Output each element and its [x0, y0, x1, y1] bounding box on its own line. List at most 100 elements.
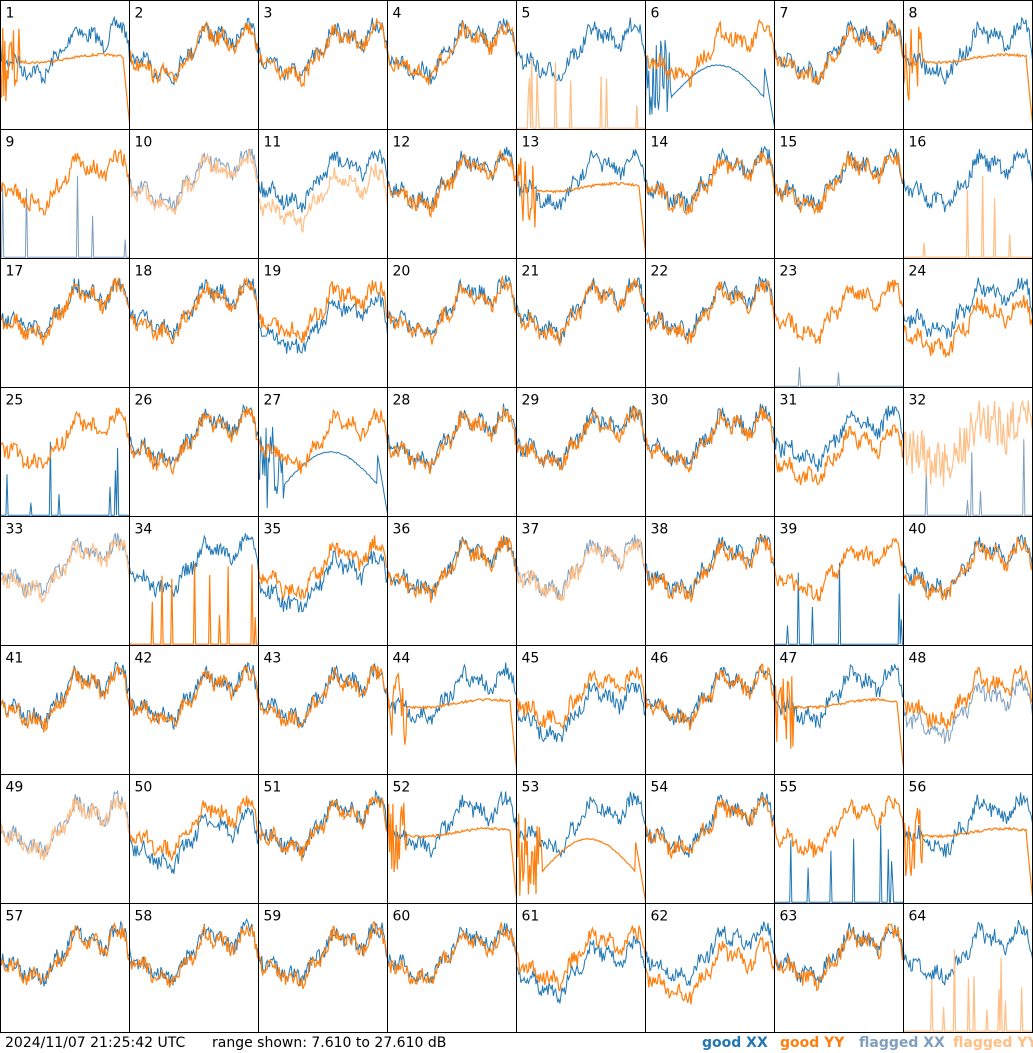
series-yy-23 [774, 279, 904, 344]
series-xx-51 [258, 789, 388, 858]
series-yy-10 [129, 149, 259, 215]
panel-label: 56 [909, 780, 927, 796]
panel-label: 15 [780, 135, 798, 151]
series-xx-35 [258, 550, 388, 613]
panel-label: 26 [135, 393, 153, 409]
series-yy-48 [903, 665, 1033, 730]
series-xx-4 [387, 18, 517, 85]
panel-31: 31 [774, 387, 904, 517]
panel-50: 50 [129, 774, 259, 904]
series-xx-41 [0, 661, 130, 730]
series-xx-26 [129, 403, 259, 468]
panel-25: 25 [0, 387, 130, 517]
panel-label: 9 [6, 135, 15, 151]
series-xx-47 [774, 663, 904, 730]
panel-53: 53 [516, 774, 646, 904]
series-yy-40 [903, 536, 1033, 602]
panel-label: 40 [909, 522, 927, 538]
panel-41: 41 [0, 645, 130, 775]
series-yy-7 [774, 18, 904, 85]
panel-8: 8 [903, 0, 1033, 130]
panel-label: 42 [135, 651, 153, 667]
series-xx-33 [0, 532, 130, 598]
series-xx-49 [0, 789, 130, 857]
panel-label: 16 [909, 135, 927, 151]
panel-label: 13 [522, 135, 540, 151]
panel-label: 59 [264, 909, 282, 925]
series-yy-5 [516, 58, 646, 129]
panel-23: 23 [774, 258, 904, 388]
series-yy-41 [0, 665, 130, 733]
series-xx-38 [645, 533, 775, 598]
series-yy-64 [903, 949, 1033, 1032]
panel-label: 63 [780, 909, 798, 925]
series-yy-61 [516, 925, 646, 992]
panel-label: 35 [264, 522, 282, 538]
panel-30: 30 [645, 387, 775, 517]
panel-24: 24 [903, 258, 1033, 388]
panel-label: 49 [6, 780, 24, 796]
panel-42: 42 [129, 645, 259, 775]
panel-58: 58 [129, 903, 259, 1033]
series-xx-11 [258, 148, 388, 213]
panel-38: 38 [645, 516, 775, 646]
series-yy-53 [516, 813, 646, 902]
panel-33: 33 [0, 516, 130, 646]
series-xx-54 [645, 792, 775, 858]
series-yy-46 [645, 663, 775, 731]
panel-63: 63 [774, 903, 904, 1033]
series-yy-30 [645, 406, 775, 473]
range-label: range shown: 7.610 to 27.610 dB [212, 1035, 447, 1051]
panel-18: 18 [129, 258, 259, 388]
panel-60: 60 [387, 903, 517, 1033]
series-yy-52 [387, 802, 517, 898]
series-xx-64 [903, 919, 1033, 986]
panel-22: 22 [645, 258, 775, 388]
panel-16: 16 [903, 129, 1033, 259]
series-yy-39 [774, 537, 904, 602]
series-xx-9 [0, 175, 130, 258]
panel-13: 13 [516, 129, 646, 259]
series-yy-6 [645, 18, 775, 88]
panel-21: 21 [516, 258, 646, 388]
panel-label: 4 [393, 6, 402, 22]
panel-label: 32 [909, 393, 927, 409]
panel-45: 45 [516, 645, 646, 775]
series-yy-18 [129, 276, 259, 345]
panel-label: 45 [522, 651, 540, 667]
panel-frame [774, 0, 904, 130]
series-xx-3 [258, 17, 388, 81]
panel-27: 27 [258, 387, 388, 517]
timestamp-label: 2024/11/07 21:25:42 UTC [5, 1035, 186, 1051]
panel-label: 18 [135, 264, 153, 280]
panel-57: 57 [0, 903, 130, 1033]
panel-62: 62 [645, 903, 775, 1033]
panel-label: 8 [909, 6, 918, 22]
panel-label: 52 [393, 780, 411, 796]
panel-52: 52 [387, 774, 517, 904]
series-yy-50 [129, 795, 259, 862]
series-xx-56 [903, 792, 1033, 858]
series-yy-63 [774, 923, 904, 992]
panel-10: 10 [129, 129, 259, 259]
panel-label: 46 [651, 651, 669, 667]
panel-44: 44 [387, 645, 517, 775]
series-yy-43 [258, 664, 388, 729]
panel-label: 27 [264, 393, 282, 409]
panel-label: 7 [780, 6, 789, 22]
panel-label: 62 [651, 909, 669, 925]
panel-label: 41 [6, 651, 24, 667]
panel-6: 6 [645, 0, 775, 130]
series-yy-37 [516, 538, 646, 602]
panel-label: 30 [651, 393, 669, 409]
legend-good-xx: good XX [702, 1035, 768, 1051]
panel-36: 36 [387, 516, 517, 646]
panel-55: 55 [774, 774, 904, 904]
series-yy-51 [258, 796, 388, 862]
series-yy-62 [645, 936, 775, 1005]
series-xx-53 [516, 791, 646, 859]
panel-3: 3 [258, 0, 388, 130]
panel-51: 51 [258, 774, 388, 904]
series-yy-36 [387, 536, 517, 603]
panel-label: 39 [780, 522, 798, 538]
